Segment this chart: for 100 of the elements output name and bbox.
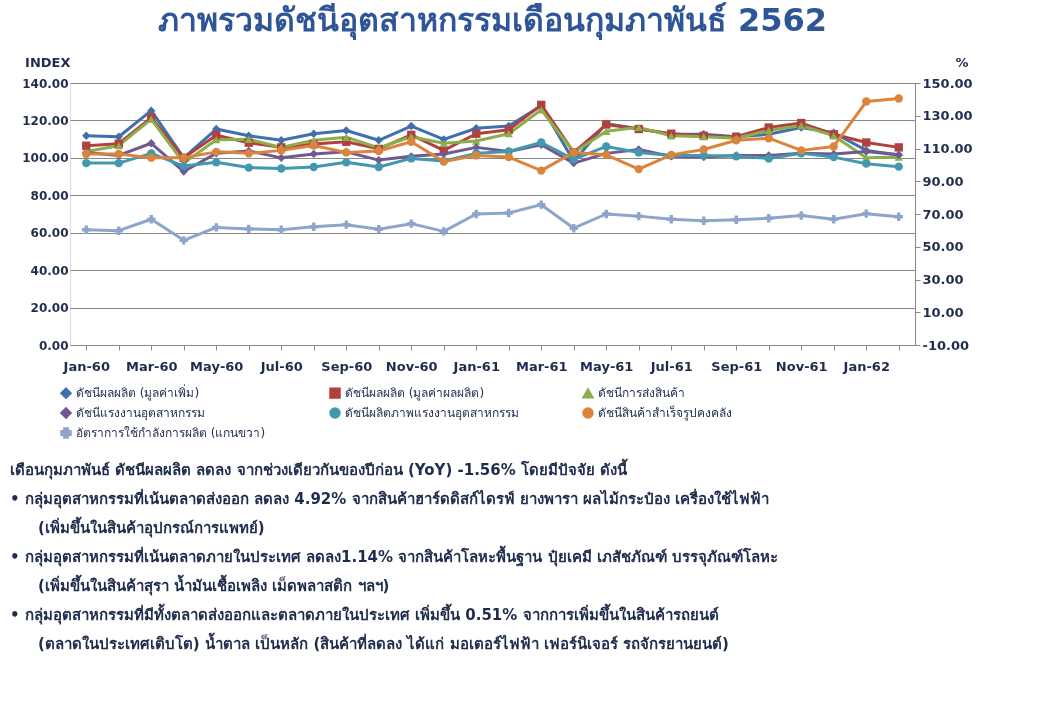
y-tick-label: 40.00 <box>30 263 69 278</box>
point <box>277 164 286 173</box>
y2-axis-title: % <box>955 54 969 70</box>
legend-label: อัตราการใช้กำลังการผลิต (แกนขวา) <box>76 426 266 440</box>
x-tick-label: Jan-61 <box>452 358 500 374</box>
point <box>309 129 318 138</box>
x-tick-label: Jan-60 <box>62 358 110 374</box>
y2-tick-label: 50.00 <box>922 239 964 255</box>
y-tick-label: 20.00 <box>30 301 69 316</box>
point <box>407 137 416 146</box>
point <box>407 121 416 131</box>
point <box>862 209 871 218</box>
y2-tick-label: 70.00 <box>922 206 964 222</box>
text: • กลุ่มอุตสาหกรรมที่มีทั้งตลาดส่งออกและตลาดภายในประเทศ เพิ่มขึ้น 0.51% จากการเพิ่มขึ้นในสินค้ารถยนต์ <box>10 603 719 625</box>
point <box>342 220 351 229</box>
point <box>537 200 546 209</box>
point <box>634 164 643 174</box>
point <box>114 158 123 168</box>
text: (ตลาดในประเทศเติบโต) น้ำตาล เป็นหลัก (สินค้าที่ลดลง ได้แก่ มอเตอร์ไฟฟ้า เฟอร์นิเจอร์ รถจักรยานยนต์) <box>38 632 729 653</box>
point <box>244 224 253 234</box>
point <box>374 136 383 145</box>
x-tick-label: Jul-61 <box>649 358 693 374</box>
x-tick-label: Nov-61 <box>775 358 828 374</box>
legend-label: ดัชนีผลผลิต (มูลค่าเพิ่ม) <box>76 384 200 402</box>
text: • กลุ่มอุตสาหกรรมที่เน้นตลาดภายในประเทศ ลดลง1.14% จากสินค้าโลหะพื้นฐาน ปุ๋ยเคมี เภสัชภัณฑ์ บรรจุภัณฑ์โลหะ <box>10 545 778 567</box>
y-tick-label: 120.00 <box>22 113 69 128</box>
point <box>114 132 123 141</box>
point <box>634 211 643 221</box>
point <box>894 143 903 152</box>
point <box>602 209 611 219</box>
chart-title: ภาพรวมดัชนีอุตสาหกรรมเดือนกุมภาพันธ์ 2562 <box>157 1 828 41</box>
point <box>699 145 708 154</box>
y-tick-label: 60.00 <box>30 226 69 241</box>
point <box>82 158 91 168</box>
point <box>147 153 156 162</box>
x-tick-label: Mar-60 <box>125 358 178 374</box>
y-tick-label: 80.00 <box>30 188 69 203</box>
point <box>244 135 253 143</box>
y-tick-label: 140.00 <box>22 76 69 91</box>
point <box>504 208 513 218</box>
point <box>179 236 188 245</box>
legend-label: ดัชนีผลิตภาพแรงงานอุตสาหกรรม <box>345 406 519 421</box>
x-tick-label: Mar-61 <box>515 358 568 374</box>
point <box>212 136 221 144</box>
point <box>374 162 383 172</box>
point <box>244 163 253 172</box>
point <box>407 219 416 228</box>
x-tick-label: Jul-60 <box>259 358 303 374</box>
point <box>602 142 611 151</box>
point <box>212 223 221 232</box>
text: (เพิ่มขึ้นในสินค้าสุรา น้ำมันเชื้อเพลิง เม็ดพลาสติก ฯลฯ) <box>38 574 390 596</box>
legend-label: ดัชนีผลผลิต (มูลค่าผลผลิต) <box>345 386 485 402</box>
point <box>862 138 871 147</box>
point <box>472 129 481 138</box>
x-tick-label: Sep-60 <box>321 358 373 374</box>
y-tick-label: 0.00 <box>38 338 69 353</box>
y2-tick-label: 90.00 <box>922 173 964 189</box>
y2-tick-label: 110.00 <box>922 141 973 156</box>
point <box>894 94 903 103</box>
point <box>504 130 513 138</box>
point <box>602 127 611 135</box>
legend-label: ดัชนีแรงงานอุตสาหกรรม <box>76 406 205 421</box>
point <box>862 159 871 168</box>
point <box>894 162 903 171</box>
y2-tick-label: 10.00 <box>922 304 964 320</box>
point <box>277 136 286 145</box>
point <box>764 134 773 143</box>
point <box>862 97 871 106</box>
x-tick-label: May-61 <box>580 358 634 374</box>
y2-tick-label: 30.00 <box>922 272 964 287</box>
point <box>829 142 838 151</box>
legend-label: ดัชนีสินค้าสำเร็จรูปคงคลัง <box>598 405 732 421</box>
point <box>439 139 448 147</box>
point <box>504 152 513 162</box>
point <box>342 126 351 135</box>
point <box>472 209 481 219</box>
x-tick-label: Nov-60 <box>385 358 438 374</box>
x-tick-label: Jan-62 <box>842 358 890 374</box>
point <box>179 161 188 171</box>
y2-tick-label: -10.00 <box>922 337 970 353</box>
point <box>342 133 351 141</box>
legend-label: ดัชนีการส่งสินค้า <box>598 386 685 401</box>
point <box>797 211 806 220</box>
text: เดือนกุมภาพันธ์ ดัชนีผลผลิต ลดลง จากช่วงเดียวกันของปีก่อน (YoY) -1.56% โดยมีปัจจัย ดังนี้ <box>10 458 629 480</box>
y2-tick-label: 130.00 <box>922 108 973 124</box>
point <box>537 166 546 175</box>
x-tick-label: Sep-61 <box>711 358 763 374</box>
point <box>537 106 546 114</box>
point <box>212 158 221 167</box>
point <box>309 149 318 159</box>
y-axis-title: INDEX <box>25 54 71 70</box>
x-tick-label: May-60 <box>190 358 244 374</box>
point <box>439 227 448 236</box>
point <box>309 162 318 172</box>
point <box>147 139 156 148</box>
text: • กลุ่มอุตสาหกรรมที่เน้นตลาดส่งออก ลดลง 4.92% จากสินค้าฮาร์ดดิสก์ไดรฟ์ ยางพารา ผลไม้กระป๋อง เครื่องใช้ไฟฟ้า <box>10 488 770 509</box>
text: (เพิ่มขึ้นในสินค้าอุปกรณ์การแพทย์) <box>38 516 265 538</box>
y-tick-label: 100.00 <box>22 151 69 166</box>
y2-tick-label: 150.00 <box>922 75 973 91</box>
point <box>147 106 156 115</box>
